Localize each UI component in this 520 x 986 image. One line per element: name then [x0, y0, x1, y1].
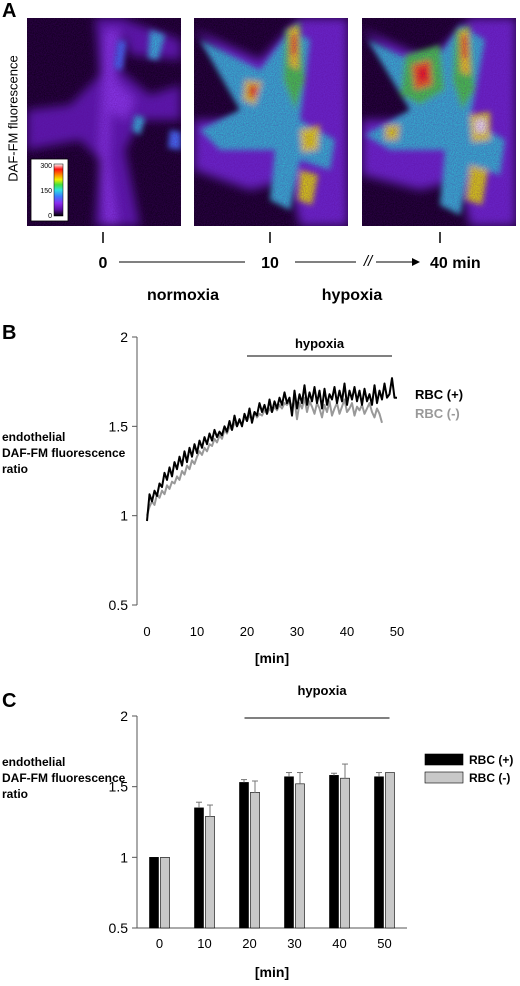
chart-b-xtick-label: 50 [390, 624, 404, 639]
chart-c-xtick-label: 0 [156, 936, 163, 951]
colorbar-inset: 300 150 0 [30, 158, 69, 222]
colorbar-tick-0: 0 [48, 213, 52, 220]
chart-b-xtick-label: 0 [143, 624, 150, 639]
panel-c-letter: C [2, 690, 17, 712]
panel-b-letter: B [2, 322, 17, 344]
chart-c-xtick-label: 50 [377, 936, 391, 951]
image-t10 [194, 18, 348, 226]
chart-c-ytick-label: 0.5 [109, 920, 129, 936]
image-t40 [362, 18, 516, 226]
chart-c-ytick-label: 2 [120, 708, 128, 724]
chart-c-ylabel-line-2: ratio [2, 787, 28, 801]
timeline-t40: 40 min [430, 255, 481, 272]
timeline: 0 10 40 min // normoxia hypoxia [99, 232, 481, 304]
fluorescence-images: 300 150 0 0 10 40 min // normoxia hypoxi… [27, 18, 516, 304]
chart-c-xlabel: [min] [255, 964, 289, 980]
chart-c-bar-rbc-plus [239, 782, 249, 929]
chart-c-bar-rbc-plus [194, 807, 204, 929]
timeline-t10: 10 [261, 255, 279, 272]
chart-c-bar-rbc-minus [250, 792, 260, 929]
timeline-break-mark: // [363, 253, 374, 270]
chart-c-ytick-label: 1.5 [109, 779, 129, 795]
hypoxia-label-a: hypoxia [322, 287, 383, 304]
chart-b-ylabel-line-0: endothelial [2, 430, 65, 444]
chart-c-legend-rbc-minus: RBC (-) [469, 771, 510, 785]
chart-b-legend-rbc-minus: RBC (-) [415, 406, 460, 421]
chart-c-xtick-label: 30 [287, 936, 301, 951]
chart-b-xtick-label: 10 [190, 624, 204, 639]
colorbar-tick-300: 300 [40, 163, 52, 170]
colorbar-gradient [53, 163, 64, 217]
chart-c-xtick-label: 10 [197, 936, 211, 951]
chart-b-ylabel-line-1: DAF-FM fluorescence [2, 446, 126, 460]
colorbar-tick-150: 150 [40, 188, 52, 195]
timeline-t0: 0 [99, 255, 108, 272]
chart-c-bar-rbc-minus [385, 772, 395, 929]
panel-a-letter: A [2, 0, 17, 22]
chart-b-xtick-label: 20 [240, 624, 254, 639]
chart-c-bar-rbc-minus [340, 777, 350, 929]
chart-c-legend-swatch-rbc-minus [424, 771, 464, 784]
chart-c-ytick-label: 1 [120, 849, 128, 865]
normoxia-label: normoxia [147, 287, 219, 304]
chart-c-bar-rbc-plus [149, 857, 159, 929]
timeline-arrowhead [412, 258, 420, 266]
chart-c-legend-rbc-plus: RBC (+) [469, 753, 513, 767]
chart-c-legend-swatch-rbc-plus [424, 753, 464, 766]
chart-b-legend-rbc-plus: RBC (+) [415, 387, 463, 402]
chart-b-xtick-label: 30 [290, 624, 304, 639]
chart-b-ylabel-line-2: ratio [2, 462, 28, 476]
chart-c-xtick-label: 40 [332, 936, 346, 951]
chart-b-series-line-rbc-minus [146, 396, 383, 516]
chart-c-ylabel-line-1: DAF-FM fluorescence [2, 771, 126, 785]
chart-b-ytick-label: 1 [120, 508, 128, 524]
chart-b-series-line-rbc-plus [146, 377, 397, 522]
chart-b-ytick-label: 1.5 [109, 418, 129, 434]
chart-c-bar-rbc-minus [295, 783, 305, 929]
chart-c-bar-rbc-plus [329, 775, 339, 929]
chart-c-bar-rbc-minus [205, 816, 215, 929]
chart-b-ytick-label: 0.5 [109, 597, 129, 613]
chart-b-xlabel: [min] [255, 650, 289, 666]
chart-b-hypoxia-label: hypoxia [295, 336, 345, 351]
chart-c-bar-rbc-minus [160, 857, 170, 929]
chart-b-xtick-label: 40 [340, 624, 354, 639]
chart-c-bar-rbc-plus [284, 776, 294, 929]
chart-c-bar-rbc-plus [374, 776, 384, 929]
chart-c-ylabel-line-0: endothelial [2, 755, 65, 769]
chart-b-ytick-label: 2 [120, 329, 128, 345]
chart-c-xtick-label: 20 [242, 936, 256, 951]
chart-c-hypoxia-label: hypoxia [297, 683, 347, 698]
